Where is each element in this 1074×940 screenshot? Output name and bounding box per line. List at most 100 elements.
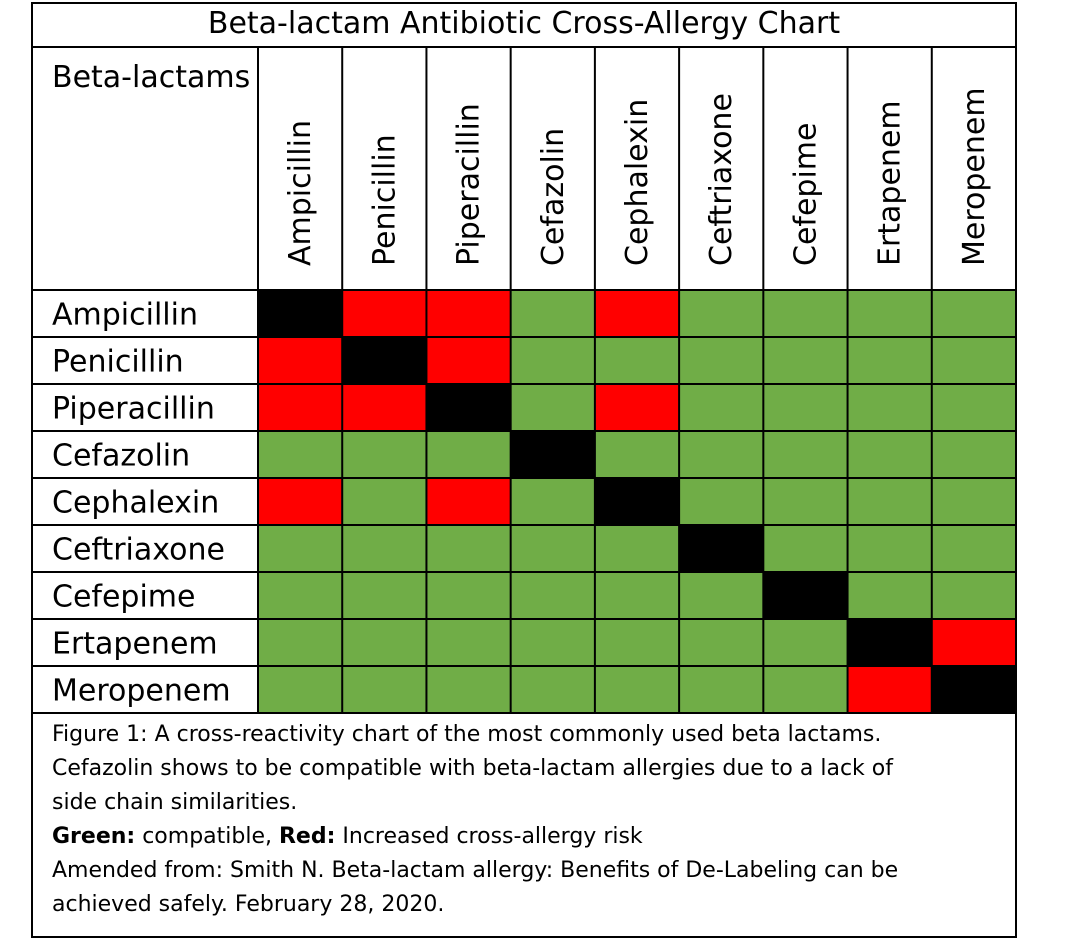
cell-ertapenem-ceftriaxone [679,619,764,666]
cell-ampicillin-ertapenem [847,290,932,337]
cell-ertapenem-cefazolin [510,619,595,666]
cell-penicillin-meropenem [931,337,1016,384]
cross-allergy-heatmap: Ampicillin Penicillin Piperacillin Cefazoli… [32,48,1017,714]
cell-ampicillin-ceftriaxone [679,290,764,337]
cell-cefepime-ertapenem [847,572,932,619]
cell-penicillin-cefazolin [510,337,595,384]
cell-meropenem-meropenem [931,666,1016,713]
cell-piperacillin-cefepime [763,384,848,431]
cell-penicillin-ceftriaxone [679,337,764,384]
cell-cefepime-meropenem [931,572,1016,619]
row-label-ampicillin: Ampicillin [52,298,198,333]
cell-ampicillin-ampicillin [258,290,343,337]
cell-penicillin-penicillin [342,337,427,384]
cell-cephalexin-ertapenem [847,478,932,525]
cell-ampicillin-cefepime [763,290,848,337]
cell-ertapenem-penicillin [342,619,427,666]
cell-ceftriaxone-cephalexin [594,525,680,572]
cell-meropenem-ceftriaxone [679,666,764,713]
cell-cefazolin-cephalexin [594,431,680,478]
cell-cefepime-cefazolin [510,572,595,619]
cell-ertapenem-meropenem [931,619,1016,666]
cell-ceftriaxone-ampicillin [258,525,343,572]
cell-penicillin-cefepime [763,337,848,384]
row-label-ertapenem: Ertapenem [52,627,218,662]
cell-meropenem-ertapenem [847,666,932,713]
cell-cephalexin-cefepime [763,478,848,525]
row-label-cephalexin: Cephalexin [52,486,219,521]
cell-cephalexin-ampicillin [258,478,343,525]
cell-penicillin-ampicillin [258,337,343,384]
caption-line-2: Cefazolin shows to be compatible with be… [52,756,893,781]
cell-piperacillin-ceftriaxone [679,384,764,431]
cell-ampicillin-penicillin [342,290,427,337]
row-label-cefepime: Cefepime [52,580,195,615]
cell-cephalexin-meropenem [931,478,1016,525]
corner-label: Beta-lactams [52,60,251,95]
cell-meropenem-ampicillin [258,666,343,713]
cell-cefazolin-cefazolin [510,431,595,478]
cell-ertapenem-cephalexin [594,619,680,666]
cell-meropenem-penicillin [342,666,427,713]
cell-cefazolin-meropenem [931,431,1016,478]
cell-ampicillin-cefazolin [510,290,595,337]
cell-piperacillin-cefazolin [510,384,595,431]
caption-legend: Green: compatible, Red: Increased cross-… [52,820,1012,854]
column-label-ertapenem: Ertapenem [873,100,908,266]
cell-cefepime-cephalexin [594,572,680,619]
cell-cefepime-piperacillin [426,572,511,619]
cell-ceftriaxone-cefazolin [510,525,595,572]
row-label-penicillin: Penicillin [52,345,184,380]
cell-cefazolin-cefepime [763,431,848,478]
cell-cefazolin-ceftriaxone [679,431,764,478]
cell-ceftriaxone-cefepime [763,525,848,572]
row-label-cefazolin: Cefazolin [52,439,190,474]
cell-ampicillin-cephalexin [594,290,680,337]
cell-meropenem-cefazolin [510,666,595,713]
row-label-ceftriaxone: Ceftriaxone [52,533,225,568]
column-label-penicillin: Penicillin [367,134,402,266]
cell-cephalexin-penicillin [342,478,427,525]
column-label-piperacillin: Piperacillin [452,103,487,266]
cell-ampicillin-meropenem [931,290,1016,337]
cell-cephalexin-ceftriaxone [679,478,764,525]
cell-cefepime-penicillin [342,572,427,619]
cell-cefepime-ceftriaxone [679,572,764,619]
cell-piperacillin-ertapenem [847,384,932,431]
cell-ertapenem-cefepime [763,619,848,666]
cell-meropenem-cephalexin [594,666,680,713]
cell-cefazolin-penicillin [342,431,427,478]
caption-source-1: Amended from: Smith N. Beta-lactam aller… [52,858,899,883]
row-label-meropenem: Meropenem [52,674,231,709]
column-label-cefepime: Cefepime [788,123,823,266]
cell-ertapenem-ertapenem [847,619,932,666]
cell-piperacillin-cephalexin [594,384,680,431]
cell-penicillin-piperacillin [426,337,511,384]
cell-meropenem-cefepime [763,666,848,713]
cell-penicillin-cephalexin [594,337,680,384]
cell-piperacillin-penicillin [342,384,427,431]
cell-ceftriaxone-ceftriaxone [679,525,764,572]
cell-piperacillin-piperacillin [426,384,511,431]
column-label-ceftriaxone: Ceftriaxone [704,93,739,266]
cell-ceftriaxone-penicillin [342,525,427,572]
cell-meropenem-piperacillin [426,666,511,713]
column-label-cefazolin: Cefazolin [536,128,571,266]
cell-ceftriaxone-meropenem [931,525,1016,572]
chart-title: Beta-lactam Antibiotic Cross-Allergy Cha… [31,2,1017,48]
cell-cephalexin-piperacillin [426,478,511,525]
figure-caption: Figure 1: A cross-reactivity chart of th… [52,718,1012,922]
green-text: compatible, [135,824,279,849]
cell-ampicillin-piperacillin [426,290,511,337]
cell-cefepime-ampicillin [258,572,343,619]
caption-line-1: Figure 1: A cross-reactivity chart of th… [52,722,882,747]
caption-line-3: side chain similarities. [52,790,298,815]
cell-cefazolin-ertapenem [847,431,932,478]
cell-cephalexin-cefazolin [510,478,595,525]
cell-ceftriaxone-piperacillin [426,525,511,572]
cell-cephalexin-cephalexin [594,478,680,525]
cell-cefazolin-piperacillin [426,431,511,478]
red-label: Red: [278,824,336,849]
cell-cefazolin-ampicillin [258,431,343,478]
caption-source-2: achieved safely. February 28, 2020. [52,892,445,917]
